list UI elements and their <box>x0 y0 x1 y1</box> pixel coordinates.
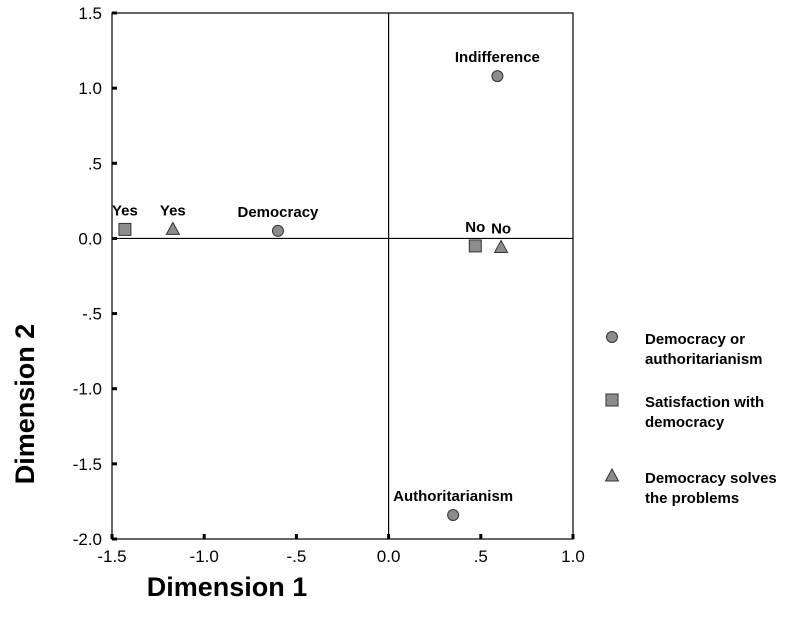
point-label: Indifference <box>455 49 540 66</box>
data-point-circle <box>447 508 460 521</box>
plot-frame <box>111 12 574 540</box>
data-point-circle <box>491 70 504 83</box>
legend-label: democracy <box>645 414 725 431</box>
legend: Democracy or authoritarianism Satisfaction… <box>604 331 777 507</box>
legend-item: Satisfaction with democracy <box>605 393 764 431</box>
y-tick-label: -2.0 <box>73 530 102 549</box>
data-point-triangle <box>493 239 509 253</box>
point-label: No <box>465 219 485 236</box>
legend-label: Democracy solves <box>645 470 777 487</box>
x-tick-label: .5 <box>474 547 488 566</box>
y-tick-label: -1.0 <box>73 380 102 399</box>
y-tick-label: -.5 <box>82 305 102 324</box>
x-tick-label: -.5 <box>286 547 306 566</box>
legend-label: authoritarianism <box>645 351 763 368</box>
legend-item: Democracy solves the problems <box>604 467 777 507</box>
legend-label: Satisfaction with <box>645 394 764 411</box>
y-tick-label: 1.5 <box>78 4 102 23</box>
legend-marker-triangle <box>604 467 620 482</box>
legend-marker-square <box>605 393 619 407</box>
legend-label: Democracy or <box>645 331 745 348</box>
data-point-circle <box>271 224 284 237</box>
x-tick-label: -1.5 <box>97 547 126 566</box>
point-label: No <box>491 220 511 237</box>
data-point-square <box>118 222 132 236</box>
reference-lines <box>112 13 573 539</box>
data-point-square <box>468 239 482 253</box>
legend-label: the problems <box>645 490 739 507</box>
y-tick-label: 0.0 <box>78 229 102 248</box>
axis-ticks: 1.51.0.50.0-.5-1.0-1.5-2.0-1.5 -1.0 -.5 0.0… <box>73 4 585 566</box>
point-label: Yes <box>112 202 138 219</box>
data-point-triangle <box>165 221 181 235</box>
legend-marker-circle <box>606 331 618 343</box>
x-axis-title: Dimension 1 <box>147 572 308 602</box>
x-tick-label: 1.0 <box>561 547 585 566</box>
x-tick-label: 0.0 <box>377 547 401 566</box>
x-tick-label: -1.0 <box>190 547 219 566</box>
y-axis-title: Dimension 2 <box>10 324 40 485</box>
data-points: Indifference Democracy Authoritarianism Yes… <box>112 49 540 521</box>
point-label: Democracy <box>238 204 320 221</box>
y-tick-label: -1.5 <box>73 455 102 474</box>
y-tick-label: .5 <box>88 154 102 173</box>
point-label: Authoritarianism <box>393 488 513 505</box>
point-label: Yes <box>160 202 186 219</box>
legend-item: Democracy or authoritarianism <box>606 331 763 368</box>
y-tick-label: 1.0 <box>78 79 102 98</box>
